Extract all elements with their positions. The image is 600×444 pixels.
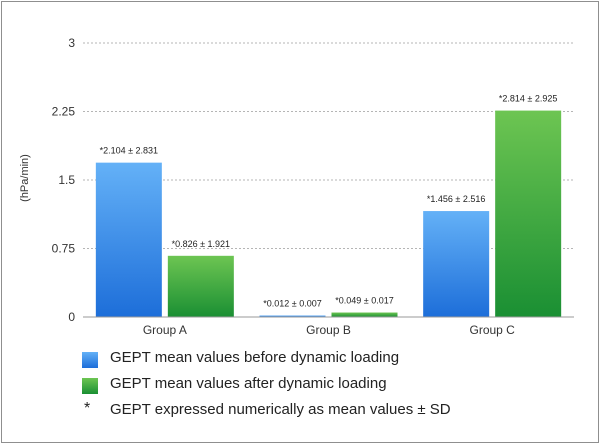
- data-label: *0.826 ± 1.921: [172, 239, 231, 249]
- legend-label-before: GEPT mean values before dynamic loading: [110, 349, 400, 366]
- gridlines: [83, 42, 574, 249]
- asterisk-icon: *: [84, 400, 91, 417]
- y-tick-label: 0: [68, 310, 75, 324]
- data-labels: *2.104 ± 2.831 *0.826 ± 1.921 *0.012 ± 0.0…: [100, 94, 558, 309]
- bar-after-group-b: [331, 312, 398, 317]
- data-label: *1.456 ± 2.516: [427, 194, 486, 204]
- y-tick-label: 0.75: [52, 242, 76, 256]
- data-label: *0.012 ± 0.007: [263, 299, 322, 309]
- axes: 0 0.75 1.5 2.25 3 Group A Group B Group C: [52, 36, 574, 337]
- legend-item-note: * GEPT expressed numerically as mean val…: [74, 399, 574, 425]
- data-label: *2.814 ± 2.925: [499, 94, 558, 104]
- y-axis-label: (hPa/min): [19, 154, 31, 202]
- bar-before-group-b: [259, 315, 326, 317]
- bar-before-group-a: [95, 162, 162, 317]
- y-tick-label: 1.5: [58, 173, 75, 187]
- x-tick-label: Group A: [143, 323, 187, 337]
- data-label: *0.049 ± 0.017: [335, 296, 394, 306]
- x-tick-label: Group B: [306, 323, 351, 337]
- bar-chart: *2.104 ± 2.831 *0.826 ± 1.921 *0.012 ± 0.0…: [19, 36, 574, 337]
- bar-before-group-c: [423, 211, 490, 317]
- green-swatch-icon: [82, 378, 98, 394]
- legend: GEPT mean values before dynamic loading …: [74, 347, 574, 425]
- bar-after-group-c: [495, 110, 562, 317]
- data-label: *2.104 ± 2.831: [100, 146, 159, 156]
- legend-label-after: GEPT mean values after dynamic loading: [110, 375, 387, 392]
- legend-item-after: GEPT mean values after dynamic loading: [74, 373, 574, 399]
- bar-after-group-a: [167, 255, 234, 317]
- y-tick-label: 2.25: [52, 105, 76, 119]
- y-tick-label: 3: [68, 36, 75, 50]
- blue-swatch-icon: [82, 352, 98, 368]
- bars: [95, 110, 562, 317]
- legend-label-note: GEPT expressed numerically as mean value…: [110, 401, 451, 418]
- legend-item-before: GEPT mean values before dynamic loading: [74, 347, 574, 373]
- x-tick-label: Group C: [469, 323, 515, 337]
